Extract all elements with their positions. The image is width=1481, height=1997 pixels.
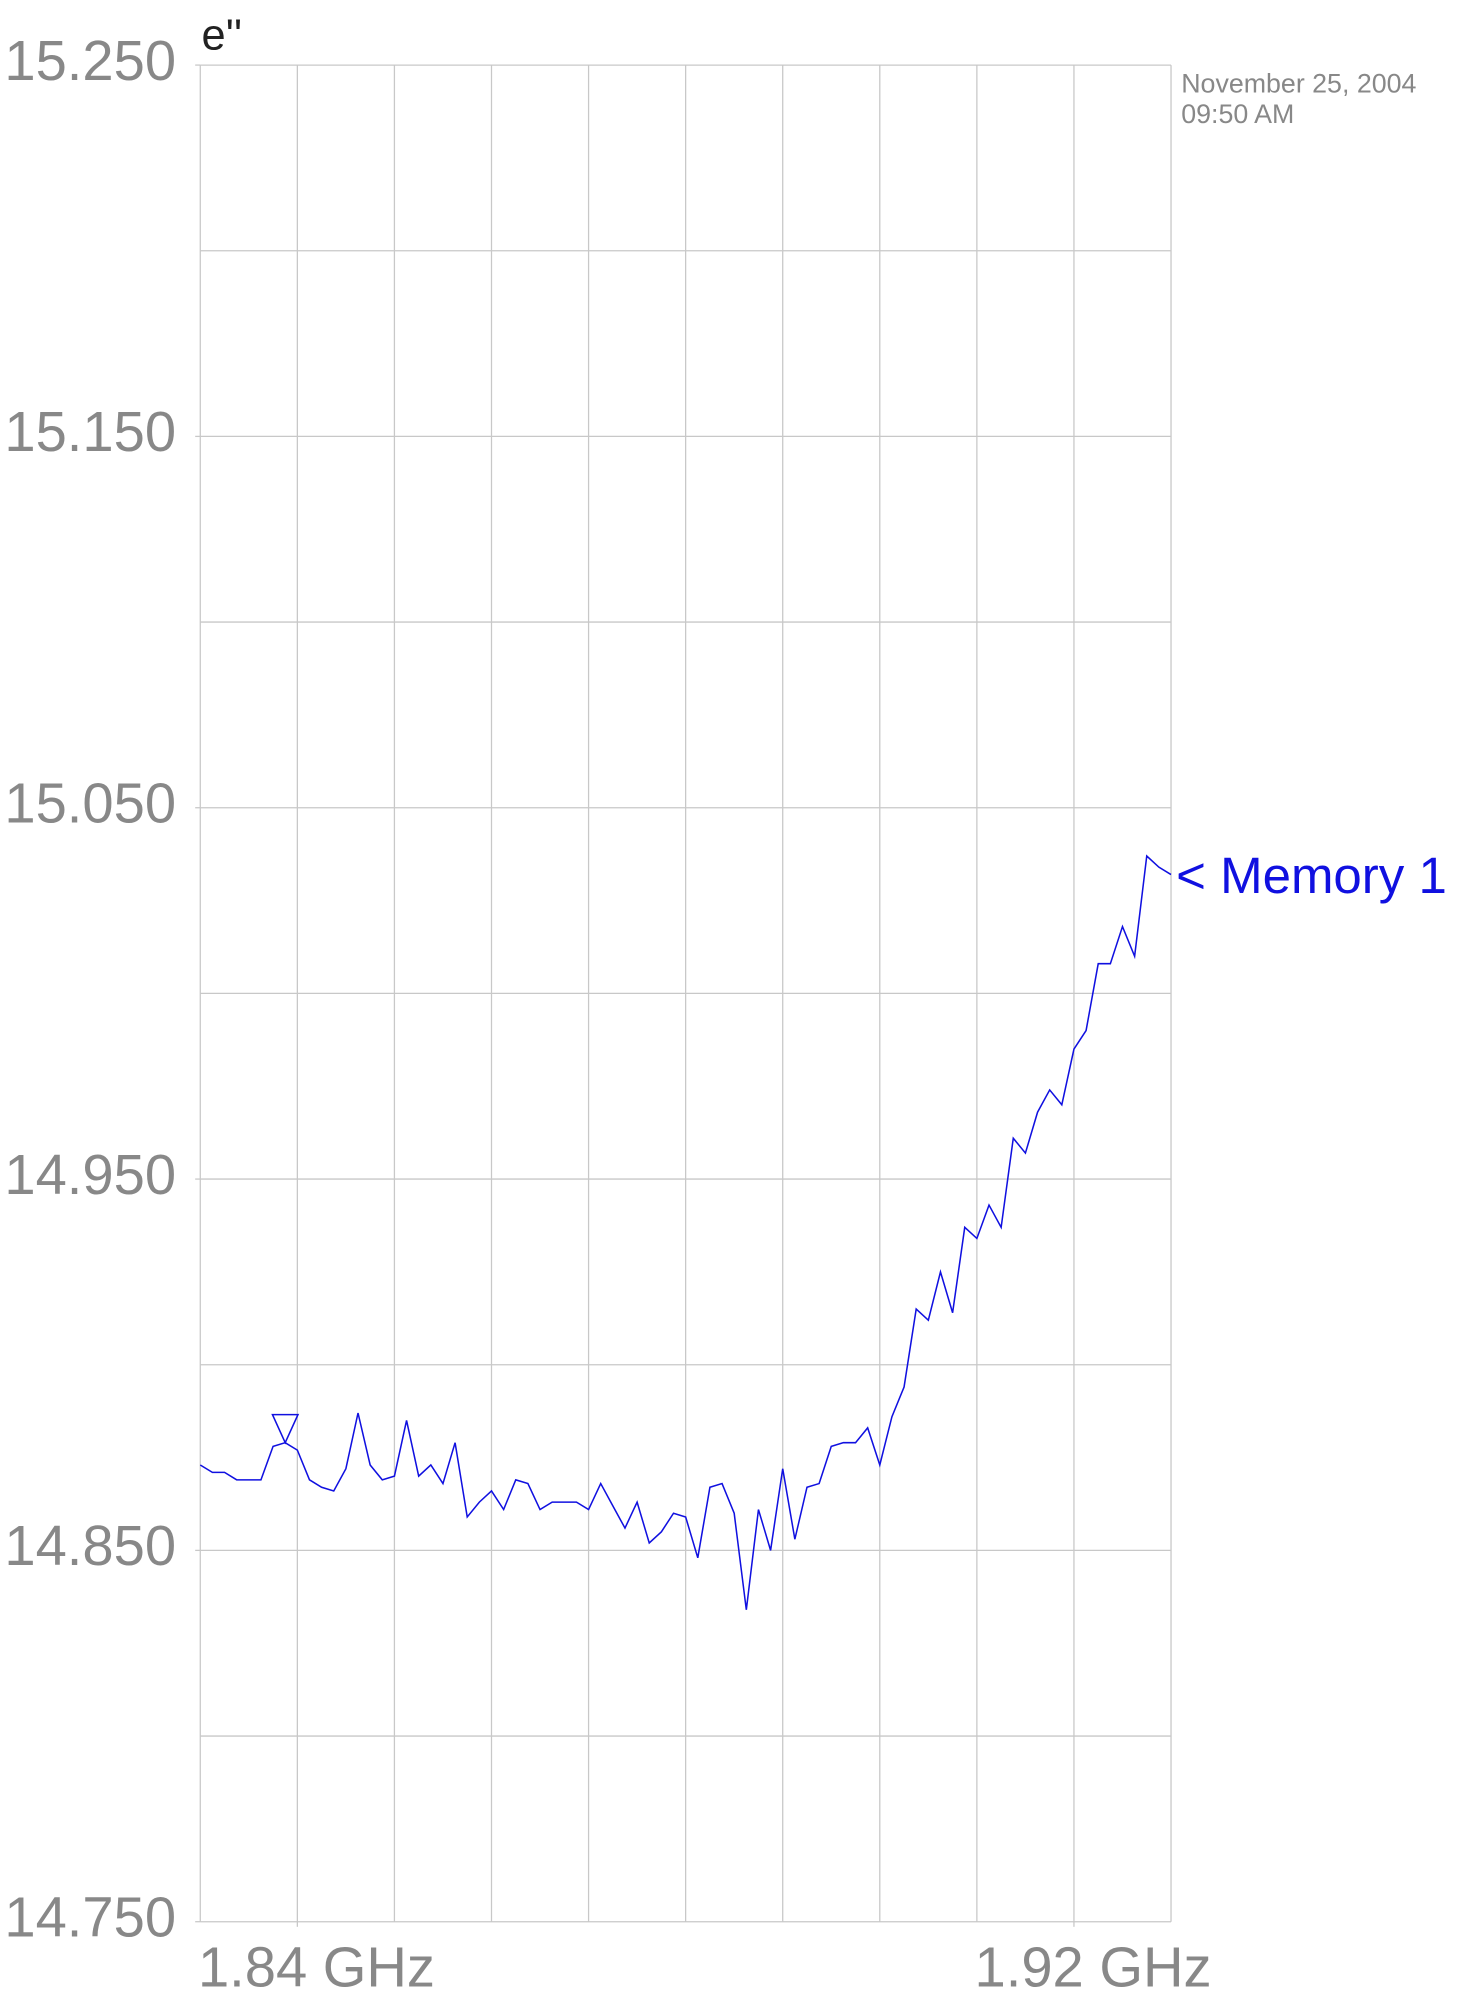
y-tick-label: 15.150: [4, 400, 176, 463]
legend-label: < Memory 1: [1176, 847, 1447, 904]
y-tick-label: 15.050: [4, 772, 176, 835]
y-tick-label: 14.850: [4, 1514, 176, 1577]
time: 09:50 AM: [1181, 99, 1294, 129]
y-tick-label: 14.950: [4, 1143, 176, 1206]
chart-title: e'': [202, 12, 243, 60]
y-tick-label: 15.250: [4, 29, 176, 92]
grid: 15.250 15.150 15.050 14.950 14.850 14.750 1.84…: [4, 29, 1211, 1997]
x-tick-label: 1.92 GHz: [975, 1935, 1212, 1997]
plot: < Memory 1: [199, 847, 1447, 1610]
data-line: [199, 854, 1172, 1610]
title-backdrop: [193, 10, 256, 59]
y-tick-label: 14.750: [4, 1886, 176, 1949]
x-tick-label: 1.84 GHz: [198, 1935, 435, 1997]
date: November 25, 2004: [1181, 69, 1416, 99]
marker: [271, 1413, 300, 1445]
